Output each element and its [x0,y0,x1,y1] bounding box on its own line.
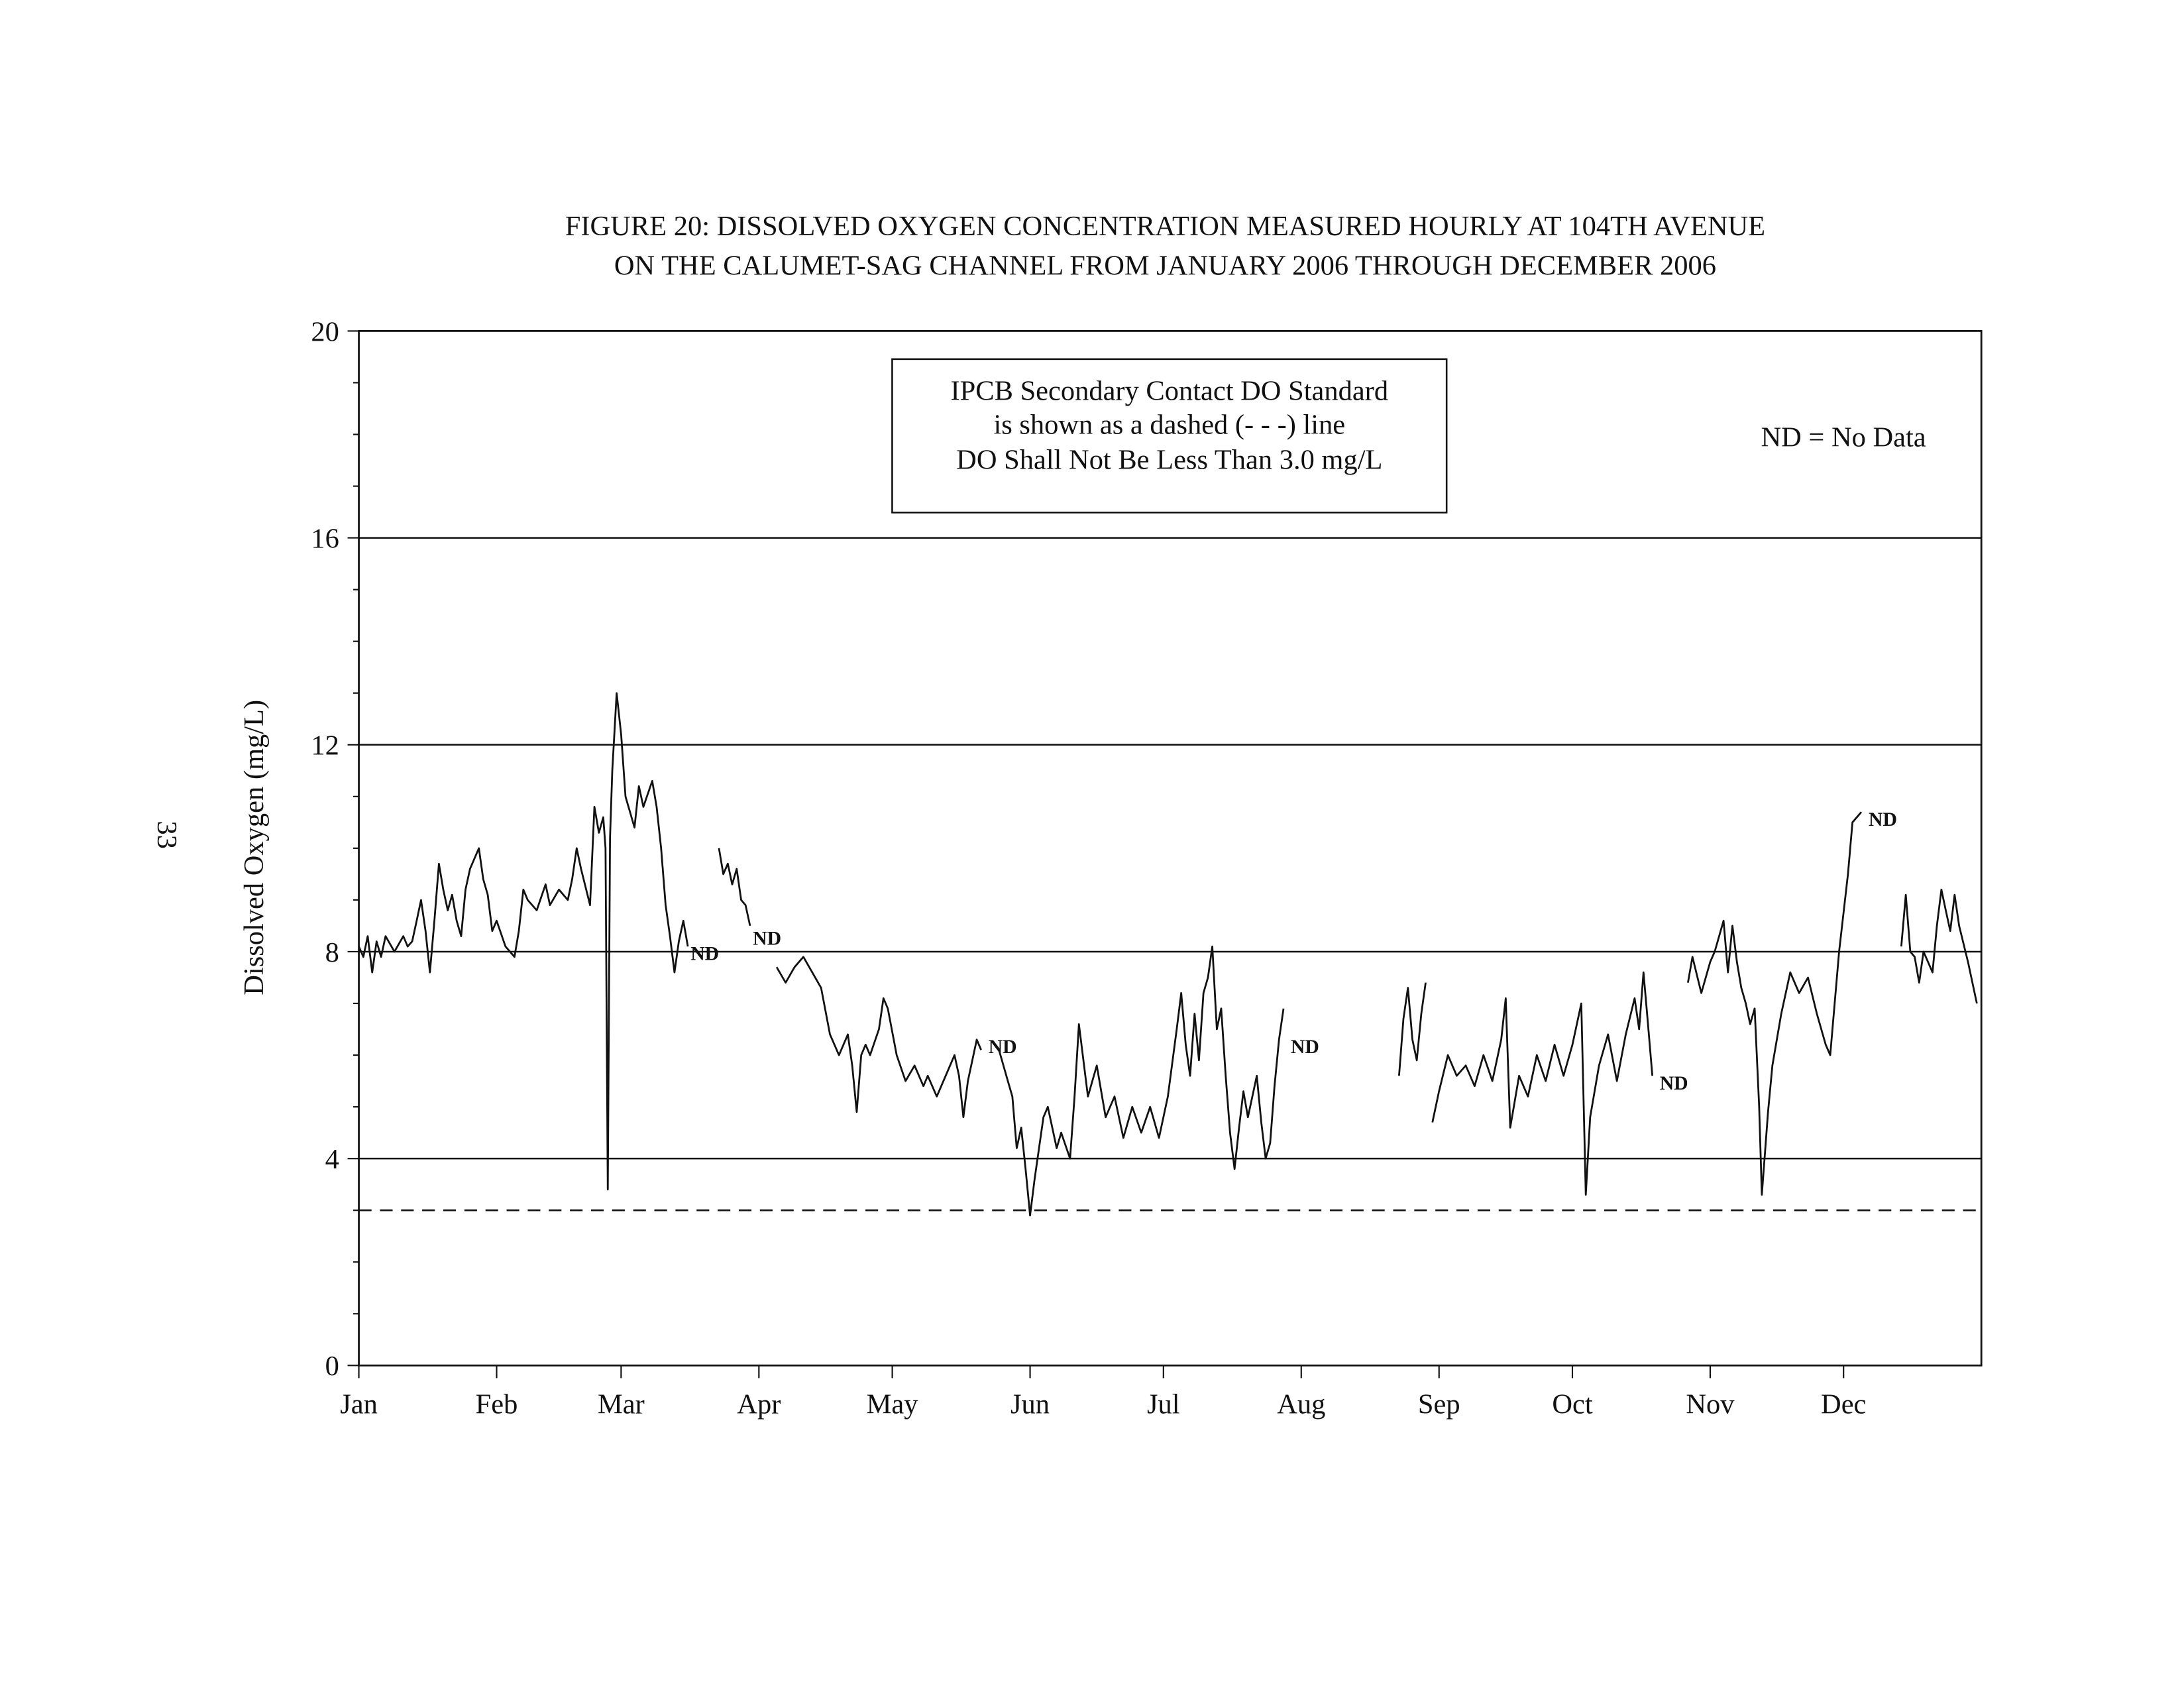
nd-annotation: ND [1291,1037,1319,1058]
x-tick-label: Apr [737,1389,781,1420]
x-tick-label: Sep [1418,1389,1460,1420]
do-series-segment [1398,982,1427,1076]
legend-line-1: IPCB Secondary Contact DO Standard [951,375,1389,406]
x-tick-label: Jan [340,1389,378,1420]
nd-note: ND = No Data [1761,422,1926,453]
x-tick-label: Aug [1277,1389,1325,1420]
do-series-segment [718,848,751,927]
y-tick-label: 20 [311,316,339,347]
y-tick-label: 12 [311,730,339,761]
do-series-segment [775,956,982,1119]
legend-box [891,358,1448,514]
nd-annotation: ND [1660,1073,1688,1094]
do-series-segment [1431,971,1654,1196]
y-axis-label: Dissolved Oxygen (mg/L) [239,700,270,995]
do-series-segment [358,692,689,1191]
y-tick-label: 16 [311,523,339,554]
x-tick-label: Jul [1147,1389,1180,1420]
page-number: 33 [151,820,182,848]
y-tick-label: 0 [325,1351,339,1382]
nd-annotation: ND [753,928,781,949]
legend-line-2: is shown as a dashed (- - -) line [993,409,1345,440]
x-tick-label: Nov [1686,1389,1735,1420]
x-tick-label: Oct [1552,1389,1593,1420]
x-tick-label: Mar [598,1389,645,1420]
y-tick-label: 4 [325,1144,339,1175]
y-tick-label: 8 [325,937,339,968]
chart-title-line1: FIGURE 20: DISSOLVED OXYGEN CONCENTRATIO… [565,211,1765,242]
legend-line-3: DO Shall Not Be Less Than 3.0 mg/L [956,445,1382,476]
chart-title-line2: ON THE CALUMET-SAG CHANNEL FROM JANUARY … [614,250,1716,281]
nd-annotation: ND [1869,809,1897,830]
x-tick-label: Dec [1821,1389,1866,1420]
do-series-segment [1687,811,1863,1196]
x-tick-label: Feb [476,1389,518,1420]
nd-annotation: ND [690,944,719,965]
x-tick-label: Jun [1010,1389,1050,1420]
do-series-segment [998,945,1285,1217]
x-tick-label: May [867,1389,919,1420]
nd-annotation: ND [989,1037,1017,1058]
do-series-segment [1900,888,1978,1004]
